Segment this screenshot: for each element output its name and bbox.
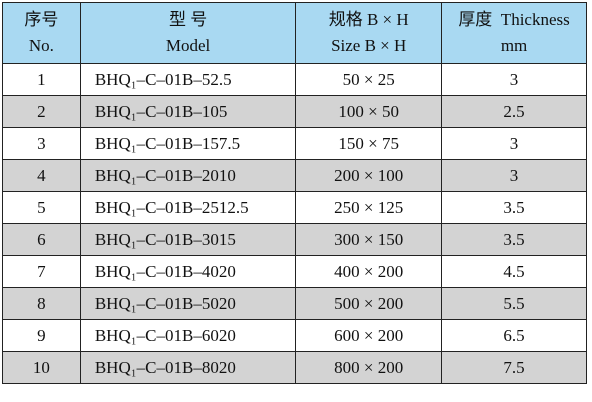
table-cell: 3.5 — [441, 191, 587, 224]
table-cell: 2 — [2, 95, 81, 128]
table-cell: 800 × 200 — [295, 351, 443, 384]
table-cell: 5.5 — [441, 287, 587, 320]
table-row: 10 BHQ₁–C–01B–8020 800 × 200 7.5 — [2, 351, 587, 384]
table-cell: 4 — [2, 159, 81, 192]
header-text: Model — [165, 36, 211, 55]
table-row: 7 BHQ₁–C–01B–4020 400 × 200 4.5 — [2, 255, 587, 288]
table-cell: BHQ₁–C–01B–8020 — [79, 351, 297, 384]
table-row: 4 BHQ₁–C–01B–2010 200 × 100 3 — [2, 159, 587, 192]
table-cell: BHQ₁–C–01B–5020 — [79, 287, 297, 320]
table-row: 9 BHQ₁–C–01B–6020 600 × 200 6.5 — [2, 319, 587, 352]
table-cell: 500 × 200 — [295, 287, 443, 320]
table-cell: 3 — [441, 63, 587, 96]
table-cell: 600 × 200 — [295, 319, 443, 352]
header-text: Size B × H — [331, 36, 407, 55]
table-cell: 2.5 — [441, 95, 587, 128]
table-cell: 50 × 25 — [295, 63, 443, 96]
table-cell: 10 — [2, 351, 81, 384]
header-text: 型 号 — [168, 10, 208, 29]
header-cell: 序号 No. — [2, 2, 81, 64]
header-row: 序号 No. 型 号 Model 规格 B × H Size B × H 厚度 Thickn… — [2, 2, 587, 64]
table-cell: 4.5 — [441, 255, 587, 288]
table-cell: 1 — [2, 63, 81, 96]
header-cell: 厚度 Thickness mm — [441, 2, 587, 64]
header-cell: 规格 B × H Size B × H — [295, 2, 443, 64]
header-text: 厚度 Thickness — [458, 10, 570, 29]
header-text: 规格 B × H — [328, 10, 409, 29]
table-cell: 8 — [2, 287, 81, 320]
table-row: 6 BHQ₁–C–01B–3015 300 × 150 3.5 — [2, 223, 587, 256]
table-cell: BHQ₁–C–01B–105 — [79, 95, 297, 128]
table-row: 1 BHQ₁–C–01B–52.5 50 × 25 3 — [2, 63, 587, 96]
table-cell: BHQ₁–C–01B–4020 — [79, 255, 297, 288]
table-cell: BHQ₁–C–01B–2010 — [79, 159, 297, 192]
table-cell: 3 — [441, 127, 587, 160]
header-text: No. — [28, 36, 54, 55]
table-body: 1 BHQ₁–C–01B–52.5 50 × 25 3 2 BHQ₁–C–01B–105 1… — [2, 63, 587, 384]
spec-table: 序号 No. 型 号 Model 规格 B × H Size B × H 厚度 Thickn… — [2, 2, 587, 384]
table-cell: BHQ₁–C–01B–2512.5 — [79, 191, 297, 224]
table-row: 5 BHQ₁–C–01B–2512.5 250 × 125 3.5 — [2, 191, 587, 224]
table-cell: 7 — [2, 255, 81, 288]
table-cell: 200 × 100 — [295, 159, 443, 192]
table-cell: 6 — [2, 223, 81, 256]
table-cell: 150 × 75 — [295, 127, 443, 160]
table-cell: 3 — [2, 127, 81, 160]
table-cell: 7.5 — [441, 351, 587, 384]
header-text: mm — [500, 36, 528, 55]
table-row: 8 BHQ₁–C–01B–5020 500 × 200 5.5 — [2, 287, 587, 320]
table-cell: 6.5 — [441, 319, 587, 352]
table-cell: 250 × 125 — [295, 191, 443, 224]
table-row: 3 BHQ₁–C–01B–157.5 150 × 75 3 — [2, 127, 587, 160]
table-cell: 400 × 200 — [295, 255, 443, 288]
table-cell: 100 × 50 — [295, 95, 443, 128]
table-cell: 300 × 150 — [295, 223, 443, 256]
table-cell: BHQ₁–C–01B–3015 — [79, 223, 297, 256]
table-row: 2 BHQ₁–C–01B–105 100 × 50 2.5 — [2, 95, 587, 128]
header-text: 序号 — [24, 10, 59, 29]
table-cell: 3.5 — [441, 223, 587, 256]
table-cell: BHQ₁–C–01B–157.5 — [79, 127, 297, 160]
table-cell: BHQ₁–C–01B–52.5 — [79, 63, 297, 96]
table-cell: BHQ₁–C–01B–6020 — [79, 319, 297, 352]
header-cell: 型 号 Model — [79, 2, 297, 64]
table-cell: 5 — [2, 191, 81, 224]
table-cell: 3 — [441, 159, 587, 192]
table-cell: 9 — [2, 319, 81, 352]
